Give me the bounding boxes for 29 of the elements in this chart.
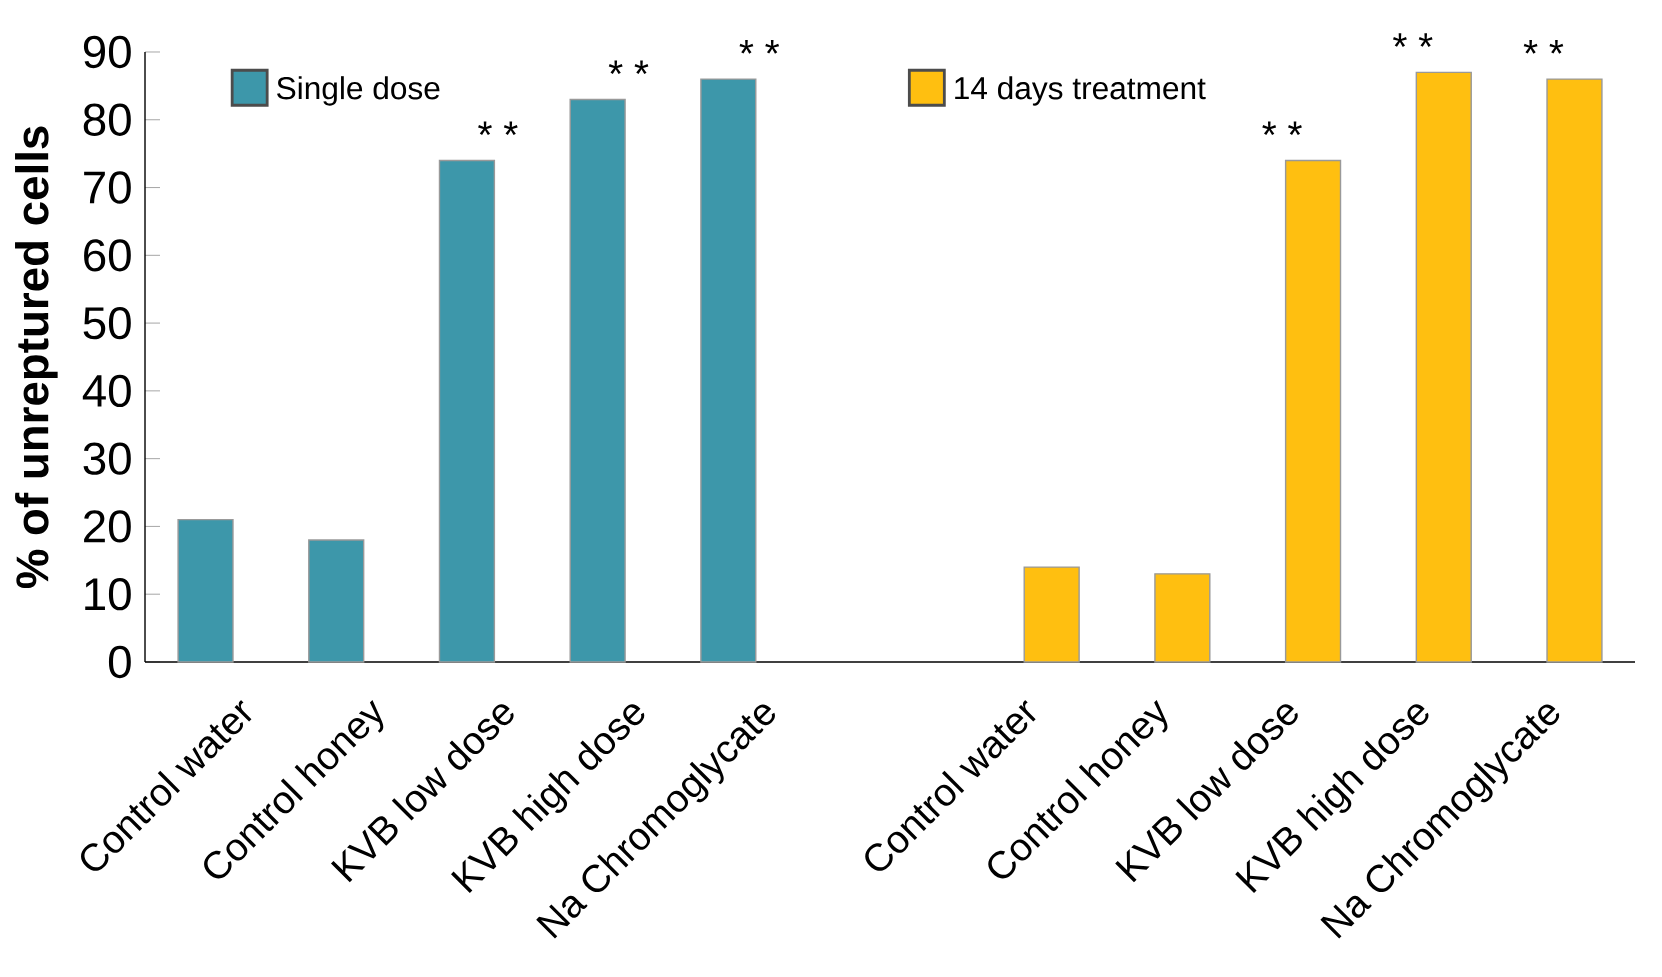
y-axis-title: % of unreptured cells xyxy=(15,126,58,589)
y-tick-label: 10 xyxy=(85,578,131,611)
data-label: * * xyxy=(1262,121,1302,136)
y-tick-label: 80 xyxy=(83,103,131,136)
bar xyxy=(438,159,496,663)
bar xyxy=(177,518,234,663)
y-tick-label: 70 xyxy=(84,171,131,204)
bar xyxy=(569,98,626,663)
data-label: * * xyxy=(608,60,649,75)
y-tick-label: 50 xyxy=(83,306,131,340)
y-tick-label: 0 xyxy=(108,645,131,679)
data-label: * * xyxy=(739,40,780,54)
legend-label: Single dose xyxy=(277,76,440,106)
bar xyxy=(700,78,757,663)
bar xyxy=(1284,159,1342,663)
data-label: * * xyxy=(1393,33,1433,47)
bar xyxy=(1154,573,1211,663)
y-tick-label: 30 xyxy=(83,442,131,475)
bar xyxy=(1415,71,1472,663)
bar xyxy=(1023,566,1080,663)
y-tick-label: 60 xyxy=(84,239,131,272)
y-tick-label: 90 xyxy=(83,35,131,69)
y-tick-label: 20 xyxy=(84,510,131,543)
data-label: * * xyxy=(1523,40,1564,54)
bar xyxy=(1546,78,1603,663)
y-tick-label: 40 xyxy=(82,374,131,408)
bar xyxy=(308,539,365,663)
data-label: * * xyxy=(478,121,518,136)
legend-label: 14 days treatment xyxy=(955,76,1206,106)
